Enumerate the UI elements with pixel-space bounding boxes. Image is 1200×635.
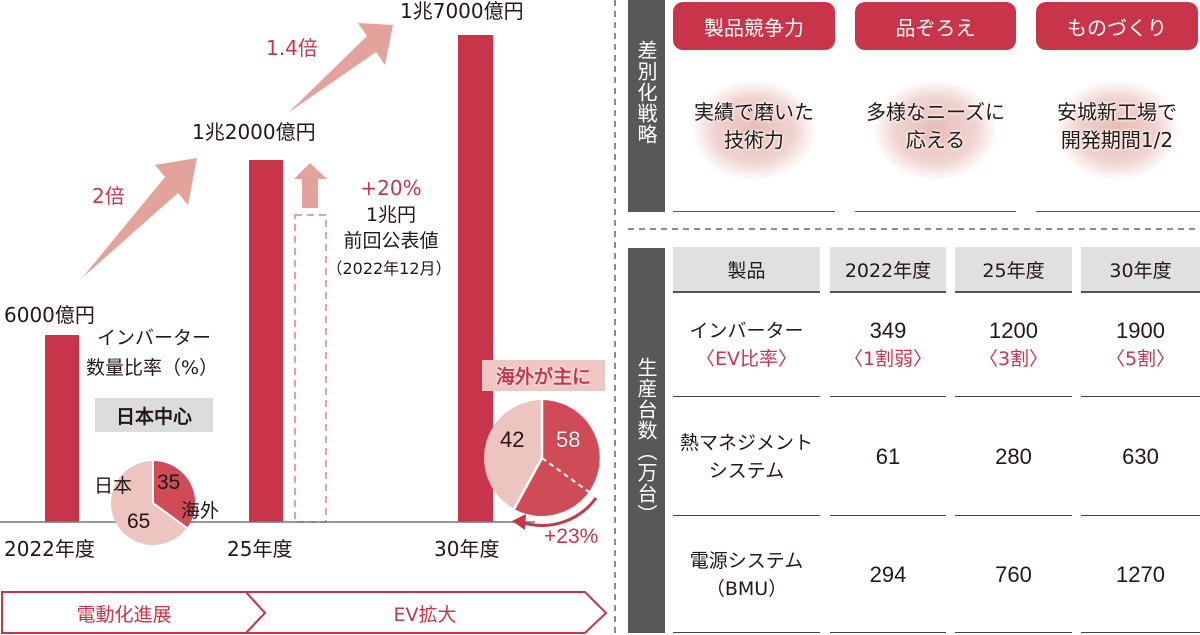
table-cell: 1200 〈3割〉 bbox=[955, 293, 1072, 397]
strategy-desc-3: 安城新工場で 開発期間1/2 bbox=[1036, 98, 1198, 154]
pie-2030-caption: 海外が主に bbox=[482, 360, 605, 391]
cell-sub: 〈5割〉 bbox=[1105, 347, 1176, 370]
x-label-2030: 30年度 bbox=[434, 537, 500, 561]
table-header-2030: 30年度 bbox=[1081, 247, 1200, 293]
growth-label-1: 2倍 bbox=[92, 184, 125, 208]
production-side-label: 生産台数（万台） bbox=[628, 248, 665, 633]
pie-2030-change: +23% bbox=[544, 525, 599, 548]
x-label-2025: 25年度 bbox=[227, 537, 293, 561]
table-cell: 294 bbox=[830, 517, 946, 633]
curved-arrow-icon bbox=[523, 497, 598, 527]
phase-label-electrification: 電動化進展 bbox=[76, 603, 172, 626]
cell-value: 294 bbox=[869, 561, 907, 587]
strategy-bubble-1 bbox=[692, 80, 816, 180]
phase-band-2 bbox=[243, 591, 608, 634]
strategy-title-1: 製品競争力 bbox=[673, 2, 835, 50]
product-name-line2: （BMU） bbox=[705, 577, 788, 600]
pie-2022-japan-label: 日本 bbox=[94, 475, 133, 497]
up-arrow-icon bbox=[294, 163, 327, 208]
x-label-2022: 2022年度 bbox=[4, 537, 95, 561]
pie-title-line1: インバーター bbox=[97, 327, 212, 349]
strategy-desc-2-line2: 応える bbox=[905, 128, 966, 152]
strategy-desc-2: 多様なニーズに 応える bbox=[850, 98, 1021, 154]
previous-target-change: +20% bbox=[360, 176, 422, 200]
strategy-desc-1: 実績で磨いた 技術力 bbox=[673, 98, 835, 154]
cell-value: 280 bbox=[995, 443, 1032, 469]
pie-title-line2: 数量比率（%） bbox=[86, 357, 219, 379]
previous-target-date: （2022年12月） bbox=[326, 259, 452, 278]
strategy-title-3: ものづくり bbox=[1036, 2, 1198, 50]
cell-value: 349 bbox=[869, 317, 907, 343]
cell-value: 1270 bbox=[1116, 561, 1165, 587]
strategy-desc-1-line2: 技術力 bbox=[724, 128, 784, 152]
pie-2030 bbox=[484, 400, 600, 530]
strategy-desc-3-line2: 開発期間1/2 bbox=[1060, 128, 1174, 152]
table-cell: 280 bbox=[955, 398, 1072, 516]
pie-2022-caption: 日本中心 bbox=[95, 398, 213, 432]
table-cell: 1270 bbox=[1081, 517, 1200, 633]
previous-target-value: 1兆円 bbox=[365, 204, 417, 226]
table-row-inverter-name: インバーター 〈EV比率〉 bbox=[673, 293, 820, 397]
pie-2022 bbox=[111, 460, 196, 545]
table-header-2025: 25年度 bbox=[955, 247, 1072, 293]
cell-sub: 〈1割弱〉 bbox=[843, 347, 933, 370]
table-row-thermal-name: 熱マネジメント システム bbox=[673, 398, 820, 516]
previous-target-note: 前回公表値 bbox=[343, 230, 439, 252]
strategy-desc-2-line1: 多様なニーズに bbox=[866, 100, 1005, 124]
growth-arrow-icon bbox=[82, 158, 197, 278]
bar-value-2025: 1兆2000億円 bbox=[192, 120, 316, 144]
cell-value: 1200 bbox=[989, 317, 1038, 343]
table-cell: 760 bbox=[955, 517, 1072, 633]
cell-value: 630 bbox=[1122, 443, 1159, 469]
strategy-side-label-text: 差別化戦略 bbox=[634, 40, 658, 145]
strategy-bubble-2 bbox=[873, 80, 997, 180]
product-name: 電源システム bbox=[689, 549, 804, 572]
strategy-desc-1-line1: 実績で磨いた bbox=[694, 100, 814, 124]
pie-2022-overseas-value: 35 bbox=[157, 471, 181, 494]
growth-arrow-icon bbox=[288, 23, 393, 113]
strategy-title-2: 品ぞろえ bbox=[855, 2, 1016, 50]
bar-value-2022: 6000億円 bbox=[4, 303, 95, 327]
table-cell: 630 bbox=[1081, 398, 1200, 516]
strategy-desc-3-line1: 安城新工場で bbox=[1057, 100, 1177, 124]
cell-value: 760 bbox=[995, 561, 1032, 587]
table-cell: 1900 〈5割〉 bbox=[1081, 293, 1200, 397]
table-cell: 61 bbox=[830, 398, 946, 516]
pie-2030-overseas-value: 58 bbox=[556, 427, 581, 452]
product-sub: 〈EV比率〉 bbox=[695, 347, 797, 370]
strategy-underline-1 bbox=[673, 211, 835, 212]
table-row-power-name: 電源システム （BMU） bbox=[673, 517, 820, 633]
strategy-bubble-3 bbox=[1055, 80, 1179, 180]
cell-value: 61 bbox=[875, 443, 901, 469]
strategy-underline-2 bbox=[855, 211, 1016, 212]
strategy-side-label: 差別化戦略 bbox=[628, 0, 665, 212]
table-header-product: 製品 bbox=[673, 247, 820, 293]
table-header-2022: 2022年度 bbox=[830, 247, 946, 293]
product-name-line2: システム bbox=[708, 459, 785, 482]
bar-2022 bbox=[45, 335, 79, 522]
cell-value: 1900 bbox=[1116, 317, 1165, 343]
bar-2025 bbox=[249, 160, 283, 522]
table-cell: 349 〈1割弱〉 bbox=[830, 293, 946, 397]
bar-value-2030: 1兆7000億円 bbox=[400, 0, 524, 23]
strategy-underline-3 bbox=[1036, 211, 1200, 212]
pie-2030-japan-value: 42 bbox=[500, 427, 525, 452]
phase-label-ev-expansion: EV拡大 bbox=[393, 603, 457, 626]
product-name: インバーター bbox=[689, 319, 804, 342]
production-side-label-text: 生産台数（万台） bbox=[634, 356, 658, 525]
pie-2022-overseas-label: 海外 bbox=[181, 500, 220, 522]
growth-label-2: 1.4倍 bbox=[266, 36, 318, 60]
product-name: 熱マネジメント bbox=[679, 431, 813, 454]
pie-2022-japan-value: 65 bbox=[127, 510, 151, 533]
cell-sub: 〈3割〉 bbox=[978, 347, 1049, 370]
